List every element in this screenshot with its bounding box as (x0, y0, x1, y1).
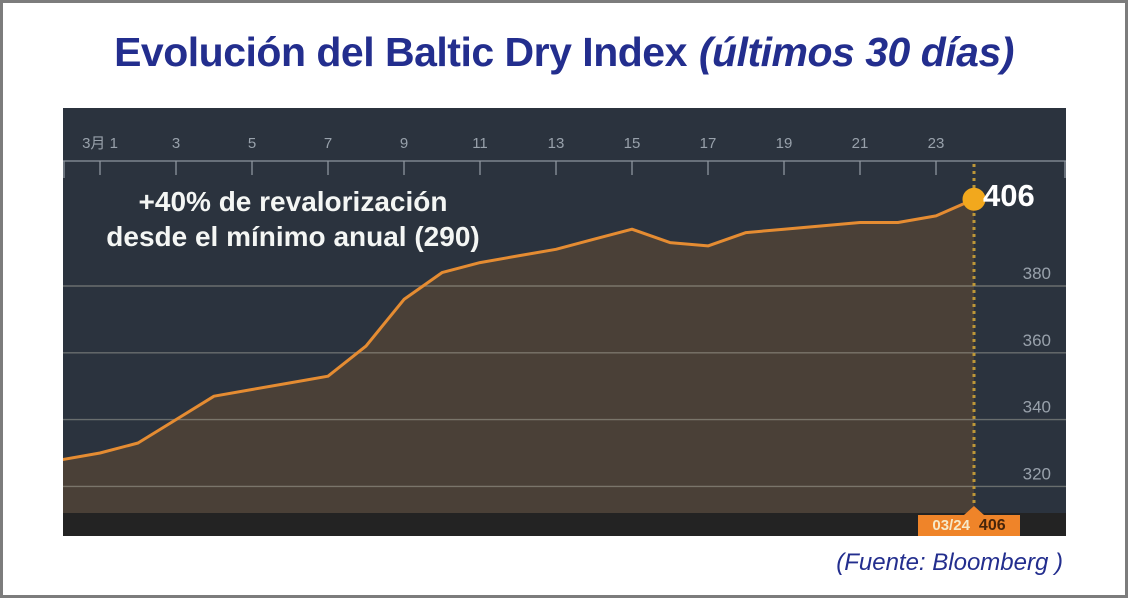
x-tick-label: 3 (172, 135, 180, 152)
badge-arrow-up-icon (964, 506, 984, 515)
baltic-dry-index-chart: 380 360 340 320 3月 1 3 5 7 9 11 13 15 17 19 21 23 +40% … (63, 108, 1066, 536)
x-tick-label: 7 (324, 135, 332, 152)
annotation-line-2: desde el mínimo anual (290) (106, 221, 480, 252)
annotation-line-1: +40% de revalorización (138, 186, 448, 217)
y-tick-label: 320 (1023, 464, 1051, 483)
title-main: Evolución del Baltic Dry Index (114, 29, 687, 75)
x-tick-label: 17 (700, 135, 717, 152)
x-tick-label: 15 (624, 135, 641, 152)
last-point-marker (962, 187, 986, 211)
source-caption: (Fuente: Bloomberg ) (836, 549, 1063, 576)
chart-annotation: +40% de revalorización desde el mínimo a… (73, 184, 513, 254)
last-value-label: 406 (983, 178, 1035, 213)
bottom-strip (63, 513, 1066, 536)
y-tick-label: 380 (1023, 264, 1051, 283)
x-tick-label: 13 (548, 135, 565, 152)
x-tick-label: 3月 1 (82, 135, 118, 152)
x-tick-label: 11 (472, 135, 488, 152)
x-tick-label: 5 (248, 135, 256, 152)
x-tick-label: 19 (776, 135, 793, 152)
y-tick-label: 360 (1023, 331, 1051, 350)
title-subtitle: (últimos 30 días) (698, 29, 1015, 75)
x-tick-label: 9 (400, 135, 408, 152)
date-value-badge: 03/24 406 (918, 506, 1020, 536)
badge-date: 03/24 (932, 517, 970, 534)
price-line (63, 197, 976, 462)
x-tick-label: 21 (852, 135, 869, 152)
area-fill (63, 199, 974, 513)
badge-value: 406 (978, 516, 1006, 534)
page-title: Evolución del Baltic Dry Index (últimos 3… (3, 29, 1125, 76)
y-tick-label: 340 (1023, 398, 1051, 417)
x-tick-label: 23 (928, 135, 945, 152)
